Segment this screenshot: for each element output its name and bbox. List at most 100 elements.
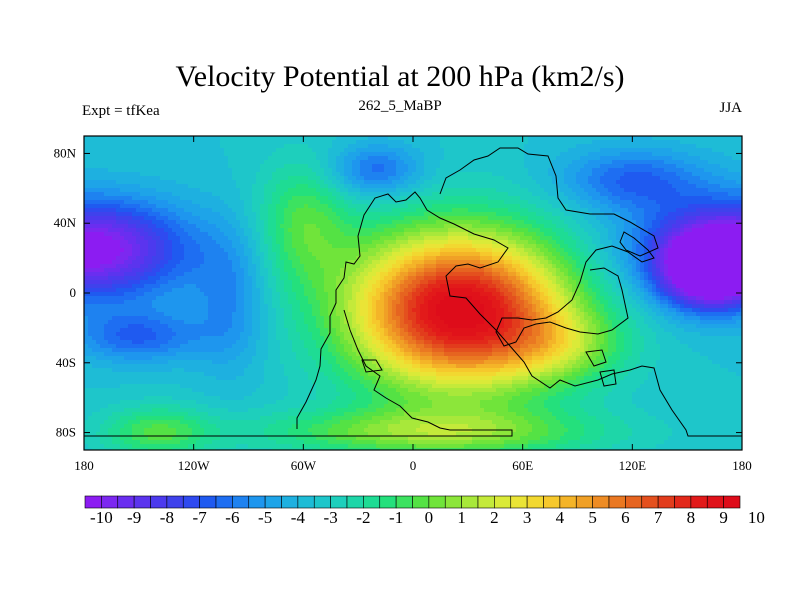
field-cell [348,216,353,221]
field-cell [436,252,441,257]
field-cell [208,228,213,233]
field-cell [736,144,741,149]
field-cell [132,224,137,229]
field-cell [624,180,629,185]
field-cell [124,252,129,257]
field-cell [612,224,617,229]
field-cell [120,200,125,205]
field-cell [660,192,665,197]
field-cell [276,188,281,193]
field-cell [688,172,693,177]
field-cell [140,200,145,205]
field-cell [568,196,573,201]
field-cell [700,184,705,189]
field-cell [200,160,205,165]
field-cell [128,196,133,201]
field-cell [508,212,513,217]
field-cell [688,224,693,229]
field-cell [656,180,661,185]
field-cell [472,216,477,221]
field-cell [84,252,89,257]
field-cell [148,160,153,165]
field-cell [268,180,273,185]
field-cell [548,224,553,229]
field-cell [536,208,541,213]
field-cell [124,244,129,249]
field-cell [536,220,541,225]
field-cell [376,156,381,161]
field-cell [396,140,401,145]
field-cell [652,196,657,201]
field-cell [240,216,245,221]
field-cell [352,220,357,225]
field-cell [568,180,573,185]
field-cell [140,140,145,145]
field-cell [160,156,165,161]
field-cell [236,244,241,249]
field-cell [596,180,601,185]
field-cell [436,204,441,209]
field-cell [716,188,721,193]
field-cell [496,224,501,229]
field-cell [528,148,533,153]
field-cell [724,196,729,201]
field-cell [716,180,721,185]
field-cell [268,172,273,177]
field-cell [656,160,661,165]
field-cell [180,172,185,177]
field-cell [216,204,221,209]
field-cell [716,156,721,161]
field-cell [400,168,405,173]
field-cell [376,224,381,229]
field-cell [96,180,101,185]
field-cell [588,188,593,193]
field-cell [300,228,305,233]
field-cell [368,212,373,217]
field-cell [176,136,181,141]
field-cell [136,244,141,249]
field-cell [292,184,297,189]
field-cell [380,252,385,257]
field-cell [280,200,285,205]
field-cell [484,140,489,145]
field-cell [468,136,473,141]
field-cell [192,248,197,253]
field-cell [328,196,333,201]
field-cell [440,240,445,245]
field-cell [656,248,661,253]
field-cell [300,144,305,149]
field-cell [340,248,345,253]
field-cell [388,208,393,213]
field-cell [372,136,377,141]
field-cell [612,220,617,225]
field-cell [468,204,473,209]
field-cell [252,248,257,253]
field-cell [632,140,637,145]
field-cell [508,176,513,181]
field-cell [676,216,681,221]
field-cell [236,232,241,237]
field-cell [220,232,225,237]
field-cell [128,192,133,197]
field-cell [508,156,513,161]
field-cell [312,152,317,157]
field-cell [540,188,545,193]
field-cell [400,176,405,181]
field-cell [732,156,737,161]
field-cell [104,244,109,249]
field-cell [212,148,217,153]
field-cell [160,192,165,197]
field-cell [228,172,233,177]
field-cell [512,184,517,189]
field-cell [464,252,469,257]
field-cell [408,220,413,225]
field-cell [176,204,181,209]
field-cell [524,200,529,205]
field-cell [392,176,397,181]
field-cell [384,212,389,217]
field-cell [720,208,725,213]
field-cell [172,180,177,185]
field-cell [592,248,597,253]
field-cell [264,140,269,145]
field-cell [696,204,701,209]
